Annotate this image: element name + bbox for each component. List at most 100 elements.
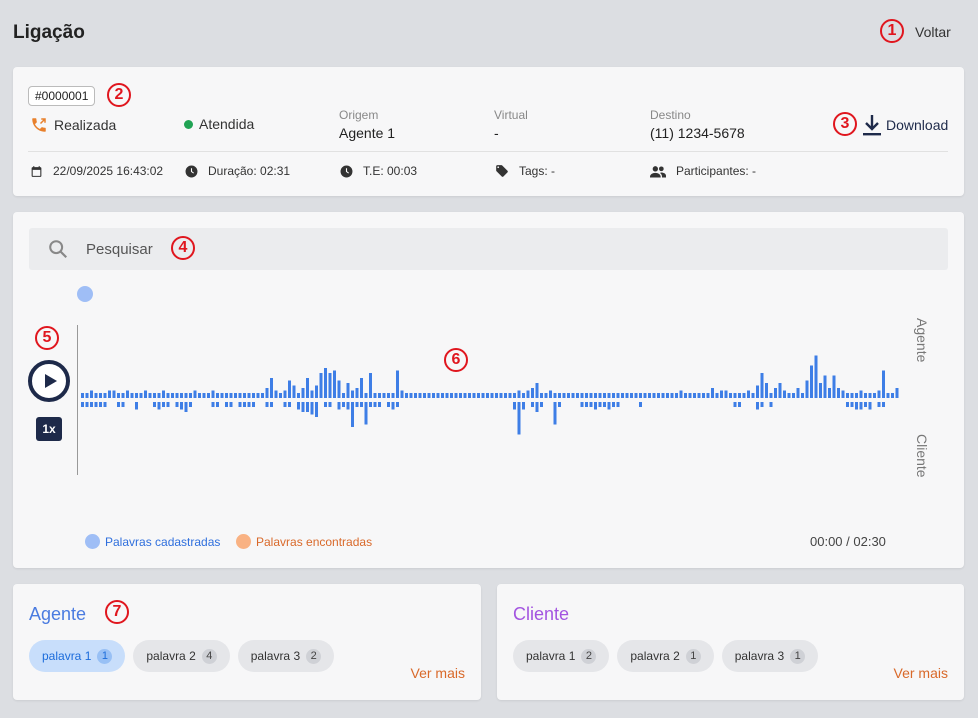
legend-registered-label: Palavras cadastradas — [105, 534, 221, 549]
keyword-chip-count: 2 — [306, 648, 322, 664]
search-bar — [29, 228, 948, 270]
search-input[interactable] — [86, 240, 486, 258]
agent-wave-bar — [837, 388, 840, 398]
keyword-chip-count: 1 — [97, 648, 113, 664]
agent-wave-bar — [405, 393, 408, 398]
agent-wave-bar — [468, 393, 471, 398]
client-wave-bar — [180, 402, 183, 410]
client-wave-bar — [639, 402, 642, 407]
keyword-chip[interactable]: palavra 3 1 — [721, 640, 819, 672]
client-wave-bar — [868, 402, 872, 410]
client-wave-bar — [859, 402, 863, 410]
agent-wave-bar — [562, 393, 566, 398]
agent-wave-bar — [868, 393, 872, 398]
back-link[interactable]: Voltar — [915, 24, 951, 40]
play-button[interactable] — [28, 360, 70, 402]
call-participants-value: Participantes: - — [676, 164, 757, 178]
agent-wave-bar — [742, 393, 746, 398]
agent-wave-bar — [495, 393, 498, 398]
keyword-chip[interactable]: palavra 2 1 — [617, 640, 714, 672]
legend-found-label: Palavras encontradas — [256, 534, 373, 549]
agent-wave-bar — [819, 383, 822, 398]
agent-wave-bar — [540, 393, 543, 398]
client-wave-bar — [243, 402, 246, 407]
agent-wave-bar — [598, 393, 602, 398]
call-duration-value: Duração: 02:31 — [208, 164, 291, 178]
agent-wave-bar — [391, 393, 395, 398]
see-more-link[interactable]: Ver mais — [410, 665, 465, 681]
agent-wave-bar — [360, 378, 363, 398]
playback-speed-button[interactable]: 1x — [36, 417, 62, 441]
agent-wave-bar — [256, 393, 260, 398]
client-wave-bar — [882, 402, 885, 407]
agent-wave-bar — [423, 393, 426, 398]
client-wave-bar — [360, 402, 363, 407]
agent-wave-bar — [382, 393, 386, 398]
agent-wave-bar — [522, 393, 525, 398]
see-more-link[interactable]: Ver mais — [893, 665, 948, 681]
agent-section-title: Agente — [29, 604, 87, 624]
agent-wave-bar — [580, 393, 584, 398]
agent-channel-label: Agente — [914, 318, 930, 363]
call-duration: Duração: 02:31 — [185, 164, 290, 178]
agent-wave-bar — [216, 393, 219, 398]
call-status-label: Atendida — [199, 116, 255, 132]
client-wave-bar — [391, 402, 395, 410]
origin-field: Origem Agente 1 — [339, 108, 395, 141]
agent-wave-bar — [90, 390, 93, 398]
agent-wave-bar — [535, 383, 539, 398]
keyword-chip[interactable]: palavra 1 1 — [29, 640, 126, 672]
agent-wave-bar — [436, 393, 440, 398]
client-wave-bar — [337, 402, 341, 410]
agent-wave-bar — [855, 393, 858, 398]
client-wave-bar — [238, 402, 242, 407]
client-wave-bar — [184, 402, 188, 412]
agent-wave-bar — [454, 393, 458, 398]
agent-wave-bar — [189, 393, 192, 398]
agent-wave-bar — [864, 393, 867, 398]
agent-wave-bar — [153, 393, 156, 398]
download-button[interactable]: Download — [862, 113, 948, 137]
client-wave-bar — [846, 402, 849, 407]
agent-wave-bar — [346, 383, 350, 398]
client-wave-bar — [288, 402, 291, 407]
tag-icon — [495, 164, 514, 178]
client-wave-bar — [517, 402, 521, 435]
waveform[interactable] — [81, 325, 899, 475]
client-wave-bar — [531, 402, 534, 407]
keyword-chip-label: palavra 2 — [630, 649, 680, 663]
agent-wave-bar — [567, 393, 570, 398]
keyword-chip[interactable]: palavra 1 2 — [513, 640, 610, 672]
keyword-marker-dot[interactable] — [77, 286, 93, 302]
client-wave-bar — [117, 402, 120, 407]
agent-wave-bar — [841, 390, 845, 398]
agent-wave-bar — [396, 370, 399, 398]
calendar-icon — [30, 165, 48, 178]
client-channel-label: Cliente — [914, 434, 930, 478]
agent-wave-bar — [301, 388, 305, 398]
agent-wave-bar — [432, 393, 435, 398]
agent-wave-bar — [310, 390, 314, 398]
agent-wave-bar — [445, 393, 449, 398]
keyword-chip[interactable]: palavra 2 4 — [133, 640, 230, 672]
client-wave-bar — [607, 402, 611, 410]
virtual-label: Virtual — [494, 108, 528, 122]
agent-wave-bar — [297, 393, 300, 398]
agent-wave-bar — [261, 393, 264, 398]
agent-wave-bar — [513, 393, 516, 398]
agent-wave-bar — [769, 393, 773, 398]
clock-icon — [185, 165, 203, 178]
client-wave-bar — [373, 402, 377, 407]
agent-wave-bar — [414, 393, 417, 398]
keyword-chip[interactable]: palavra 3 2 — [237, 640, 335, 672]
agent-wave-bar — [85, 393, 89, 398]
agent-wave-bar — [337, 380, 341, 398]
client-wave-bar — [540, 402, 543, 407]
annotation-marker: 3 — [833, 112, 857, 136]
agent-wave-bar — [490, 393, 494, 398]
agent-keywords-card: Agente 7 palavra 1 1 palavra 2 4 palavra… — [13, 584, 481, 700]
client-wave-bar — [85, 402, 89, 407]
client-wave-bar — [535, 402, 539, 412]
legend-found: Palavras encontradas — [236, 534, 372, 549]
agent-wave-bar — [859, 390, 863, 398]
